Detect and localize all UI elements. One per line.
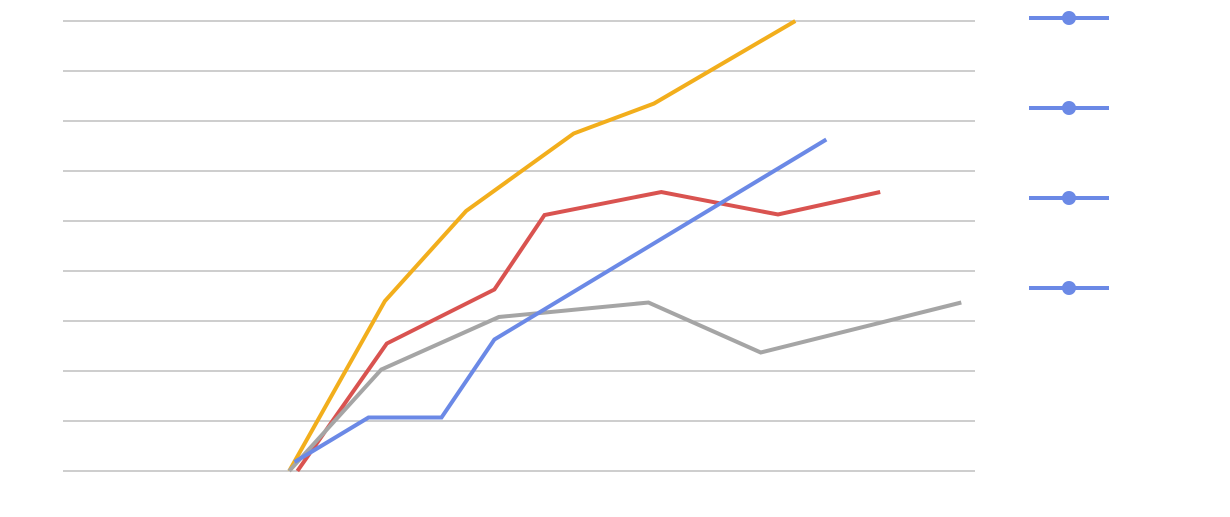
- series-line-2: [295, 189, 881, 473]
- series-lines: [287, 19, 962, 473]
- legend-item-4: [1029, 281, 1109, 295]
- series-line-3: [287, 300, 962, 473]
- legend-marker-icon: [1062, 191, 1076, 205]
- legend-item-3: [1029, 191, 1109, 205]
- y-gridlines: [63, 20, 975, 472]
- legend-item-1: [1029, 11, 1109, 25]
- legend-marker-icon: [1062, 11, 1076, 25]
- series-line-4: [293, 137, 828, 464]
- legend-item-2: [1029, 101, 1109, 115]
- series-line-1: [287, 19, 797, 472]
- legend: [1029, 11, 1109, 295]
- legend-marker-icon: [1062, 101, 1076, 115]
- legend-marker-icon: [1062, 281, 1076, 295]
